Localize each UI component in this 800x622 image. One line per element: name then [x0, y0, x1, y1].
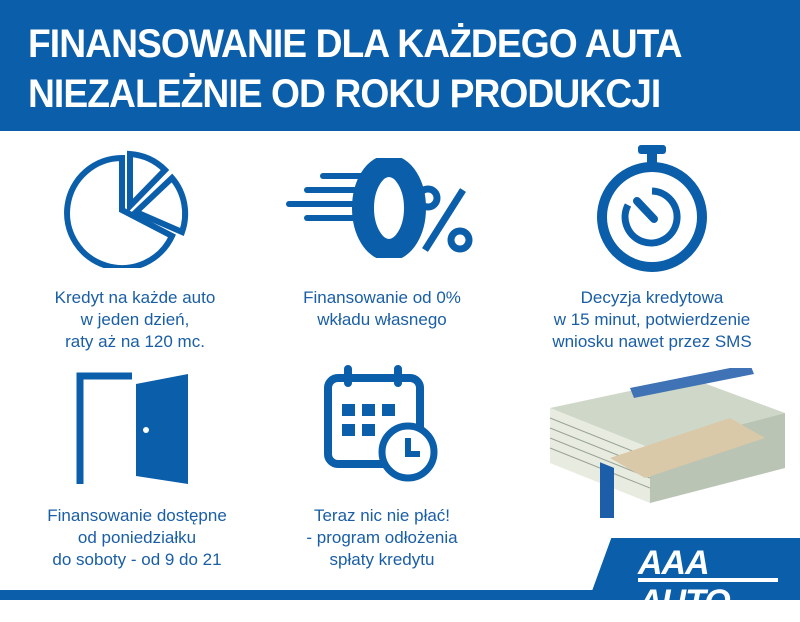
caption-line: spłaty kredytu	[329, 550, 435, 569]
caption-line: w jeden dzień,	[80, 310, 190, 329]
feature-hours: Finansowanie dostępne od poniedziałku do…	[17, 505, 257, 571]
open-door-icon	[76, 372, 188, 484]
caption-line: Kredyt na każde auto	[54, 288, 216, 307]
headline-line-1: FINANSOWANIE DLA KAŻDEGO AUTA	[28, 22, 683, 66]
calendar-clock-icon	[324, 365, 438, 482]
feature-decision: Decyzja kredytowa w 15 minut, potwierdze…	[532, 287, 772, 353]
aaa-auto-logo: AAA AUTO	[638, 544, 731, 621]
headline-line-2: NIEZALEŻNIE OD ROKU PRODUKCJI	[28, 72, 661, 116]
caption-line: Finansowanie od 0%	[303, 288, 461, 307]
caption-line: - program odłożenia	[306, 528, 458, 547]
caption-line: Decyzja kredytowa	[580, 288, 724, 307]
feature-deferral: Teraz nic nie płać! - program odłożenia …	[262, 505, 502, 571]
caption-line: wkładu własnego	[317, 310, 447, 329]
caption-line: od poniedziałku	[77, 528, 197, 547]
caption-line: raty aż na 120 mc.	[65, 332, 205, 351]
pie-chart-icon	[64, 150, 189, 268]
header-banner: FINANSOWANIE DLA KAŻDEGO AUTA NIEZALEŻNI…	[0, 0, 800, 131]
stopwatch-icon	[597, 145, 707, 272]
caption-line: w 15 minut, potwierdzenie	[553, 310, 751, 329]
caption-line: wniosku nawet przez SMS	[552, 332, 752, 351]
money-stack-image	[549, 368, 785, 518]
caption-line: do soboty - od 9 do 21	[52, 550, 222, 569]
bottom-bar	[0, 590, 800, 600]
feature-credit: Kredyt na każde auto w jeden dzień, raty…	[15, 287, 255, 353]
zero-percent-icon	[286, 158, 473, 258]
feature-zero-down: Finansowanie od 0% wkładu własnego	[262, 287, 502, 331]
caption-line: Teraz nic nie płać!	[313, 506, 451, 525]
logo-underline	[638, 578, 778, 582]
caption-line: Finansowanie dostępne	[47, 506, 227, 525]
